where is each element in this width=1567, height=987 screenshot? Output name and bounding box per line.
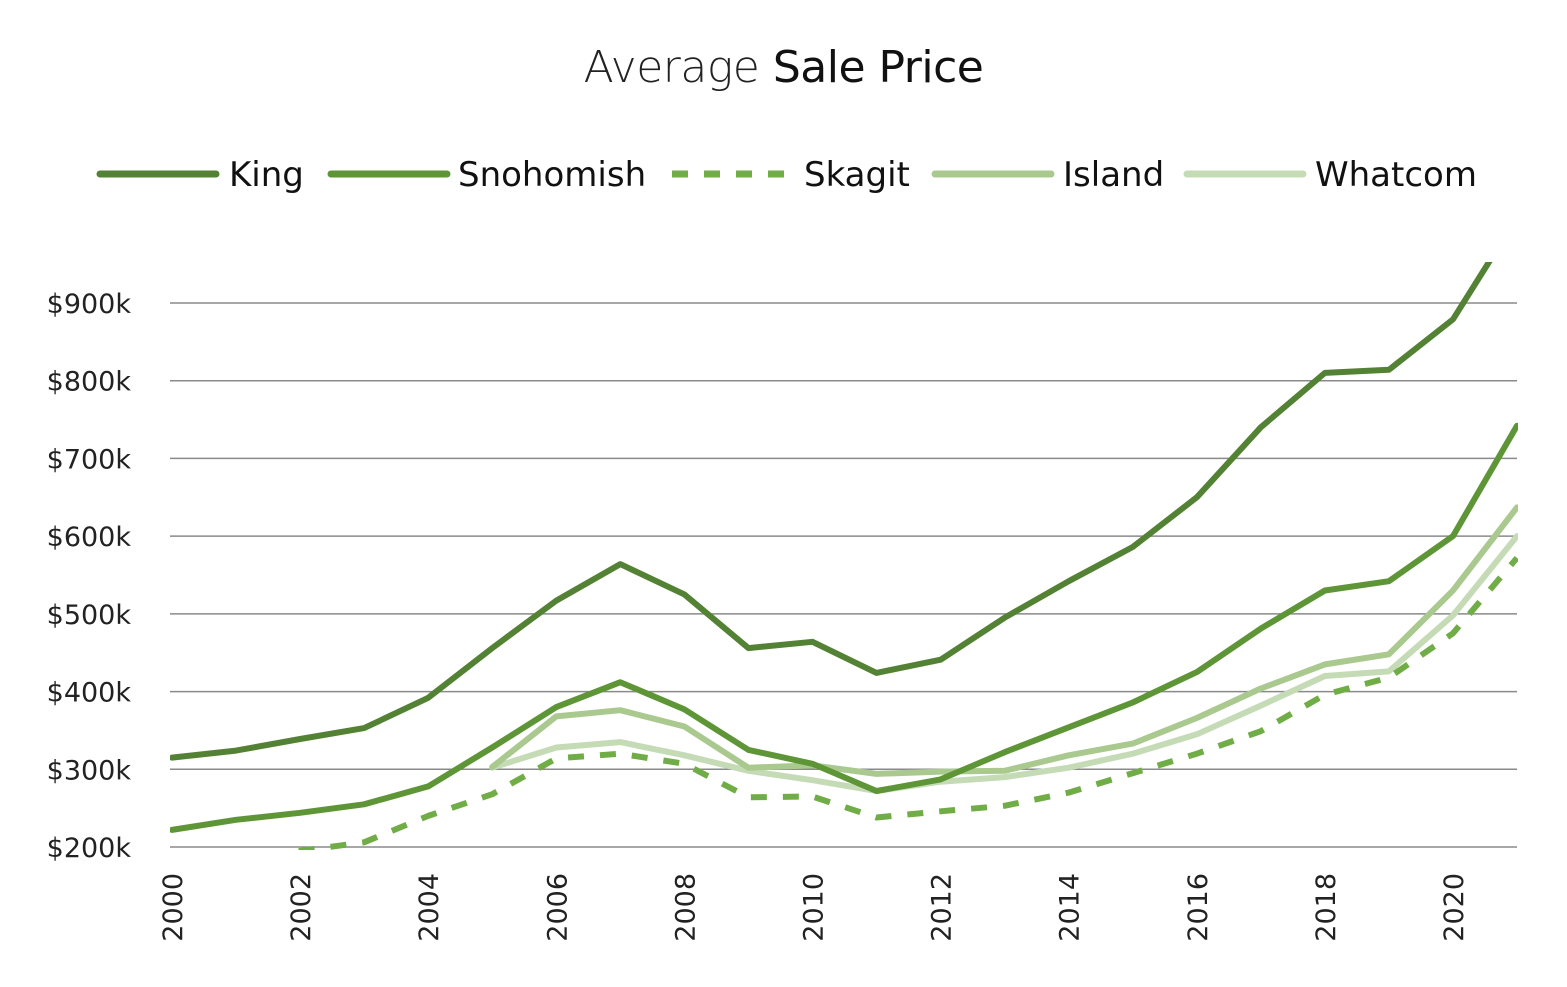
x-tick-label-10: 2020 [1439, 873, 1470, 942]
y-tick-label-7: $900k [47, 289, 132, 320]
chart-title-part-1: Average [583, 42, 760, 93]
series-line-king [170, 262, 1493, 761]
x-tick-label-7: 2014 [1055, 873, 1086, 942]
y-tick-label-2: $400k [47, 678, 132, 709]
x-tick-label-2: 2004 [414, 873, 445, 942]
legend-label-island: Island [1063, 155, 1164, 195]
series-line-snohomish [170, 422, 1518, 833]
y-axis: $200k $300k $400k $500k $600k $700k $800k $900k [47, 289, 132, 864]
legend-label-whatcom: Whatcom [1315, 155, 1477, 195]
x-tick-label-6: 2012 [927, 873, 958, 942]
y-tick-label-3: $500k [47, 600, 132, 631]
y-tick-label-0: $200k [47, 833, 132, 864]
x-tick-label-1: 2002 [286, 873, 317, 942]
chart-title-part-2: Sale Price [772, 42, 984, 93]
series-layer [170, 262, 1518, 850]
series-line-skagit [285, 555, 1518, 850]
legend-item-island: Island [931, 155, 1164, 195]
x-tick-label-0: 2000 [158, 873, 189, 942]
legend-item-skagit: Skagit [672, 155, 910, 195]
legend-label-snohomish: Snohomish [458, 155, 646, 195]
y-tick-label-6: $800k [47, 367, 132, 398]
legend-label-skagit: Skagit [804, 155, 910, 195]
legend-item-snohomish: Snohomish [327, 155, 646, 195]
series-line-island [489, 504, 1518, 777]
series-line-whatcom [489, 533, 1518, 794]
chart-title: Average Sale Price [0, 42, 1567, 93]
x-tick-label-8: 2016 [1183, 873, 1214, 942]
x-tick-label-4: 2008 [670, 873, 701, 942]
legend: King Snohomish Skagit Island Whatcom [96, 155, 1477, 195]
y-tick-label-1: $300k [47, 755, 132, 786]
legend-item-whatcom: Whatcom [1183, 155, 1477, 195]
legend-item-king: King [96, 155, 304, 195]
x-tick-label-5: 2010 [798, 873, 829, 942]
x-axis: 2000 2002 2004 2006 2008 2010 2012 2014 2016 2018… [158, 873, 1470, 942]
y-tick-label-4: $600k [47, 522, 132, 553]
x-tick-label-3: 2006 [542, 873, 573, 942]
y-tick-label-5: $700k [47, 444, 132, 475]
legend-label-king: King [229, 155, 304, 195]
x-tick-label-9: 2018 [1311, 873, 1342, 942]
